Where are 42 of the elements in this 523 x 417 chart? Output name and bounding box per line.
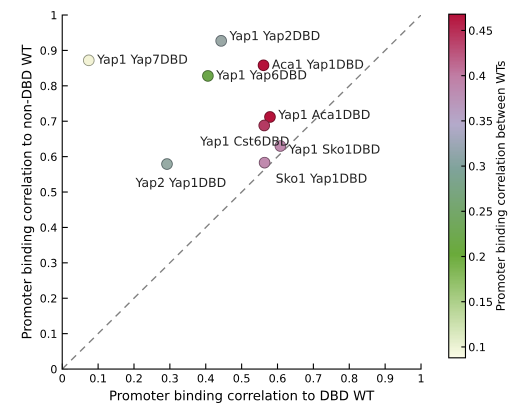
color-bar-label: 0.15 <box>468 298 492 306</box>
x-tick-label: 0.3 <box>162 374 178 383</box>
y-tick-label: 0 <box>51 365 57 374</box>
annotation: Yap1 Yap2DBD <box>229 30 320 43</box>
annotation: Sko1 Yap1DBD <box>276 173 367 186</box>
x-tick-label: 0.4 <box>198 374 214 383</box>
x-tick-label: 0.1 <box>90 374 106 383</box>
annotation: Yap1 Sko1DBD <box>288 144 380 156</box>
annotation: Yap1 Aca1DBD <box>278 110 370 122</box>
x-tick-label: 0.9 <box>377 374 394 383</box>
y-tick-label: 0.5 <box>40 188 56 196</box>
x-tick-label: 0.5 <box>234 374 250 383</box>
annotation: Yap1 Cst6DBD <box>200 136 289 148</box>
y-axis-title: Promoter binding correlation to non-DBD WT <box>21 44 34 338</box>
color-bar-label: 0.35 <box>468 116 492 126</box>
x-tick-label: 0 <box>59 374 66 383</box>
y-tick-label: 0.3 <box>40 258 56 268</box>
color-bar-label: 0.1 <box>468 342 485 352</box>
x-tick-label: 0.2 <box>126 374 142 383</box>
y-tick-label: 0.1 <box>40 330 56 338</box>
y-tick-label: 0.6 <box>40 152 57 162</box>
color-bar-label: 0.45 <box>468 26 492 35</box>
annotation: Yap2 Yap1DBD <box>136 178 226 190</box>
y-tick-label: 0.9 <box>40 46 57 55</box>
color-bar-label: 0.3 <box>468 162 486 170</box>
x-axis-title: Promoter binding correlation to DBD WT <box>110 390 374 403</box>
x-tick-label: 1 <box>418 374 424 382</box>
x-tick-label: 0.8 <box>341 374 358 383</box>
color-bar-label: 0.25 <box>468 207 492 216</box>
y-tick-label: 0.7 <box>40 117 56 126</box>
x-tick-label: 0.7 <box>305 374 322 383</box>
annotation: Aca1 Yap1DBD <box>272 60 364 72</box>
annotation: Yap1 Yap6DBD <box>216 70 306 82</box>
annotation: Yap1 Yap7DBD <box>97 54 188 66</box>
y-tick-label: 1 <box>52 11 56 20</box>
color-bar-title: Promoter binding correlation between WTs <box>496 61 508 310</box>
color-bar-label: 0.4 <box>468 72 486 80</box>
color-bar-label: 0.2 <box>468 252 485 261</box>
y-tick-label: 0.2 <box>40 294 56 303</box>
x-tick-label: 0.6 <box>269 374 286 383</box>
y-tick-label: 0.4 <box>40 223 57 232</box>
y-tick-label: 0.8 <box>40 82 57 90</box>
